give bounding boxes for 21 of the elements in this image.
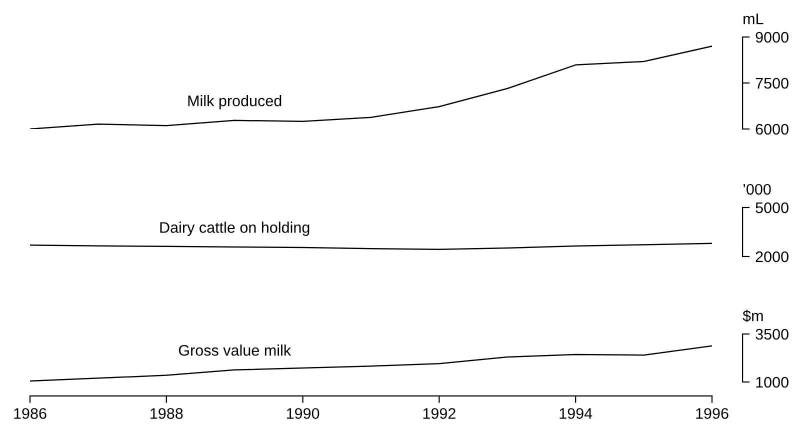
y-axis-title: ’000: [744, 184, 771, 195]
x-tick-label: 1992: [423, 408, 456, 419]
y-tick-label: 9000: [756, 32, 788, 43]
x-tick-label: 1996: [696, 408, 728, 419]
y-tick-label: 6000: [756, 124, 788, 135]
x-tick-label: 1994: [560, 408, 592, 419]
x-tick-label: 1988: [150, 408, 183, 419]
series-label: Milk produced: [188, 95, 282, 110]
y-axis-title: mL: [744, 14, 764, 24]
y-tick-label: 5000: [756, 202, 788, 214]
y-tick-label: 1000: [756, 376, 788, 388]
line-series: [30, 46, 712, 129]
series-label: Dairy cattle on holding: [160, 222, 310, 236]
line-series: [30, 345, 712, 382]
y-tick-label: 2000: [756, 251, 788, 262]
y-tick-label: 3500: [756, 328, 788, 340]
y-axis-title: $m: [742, 310, 763, 322]
y-tick-label: 7500: [756, 78, 788, 89]
series-label: Gross value milk: [178, 344, 292, 356]
x-tick-label: 1990: [286, 408, 320, 419]
x-tick-label: 1986: [14, 408, 46, 419]
